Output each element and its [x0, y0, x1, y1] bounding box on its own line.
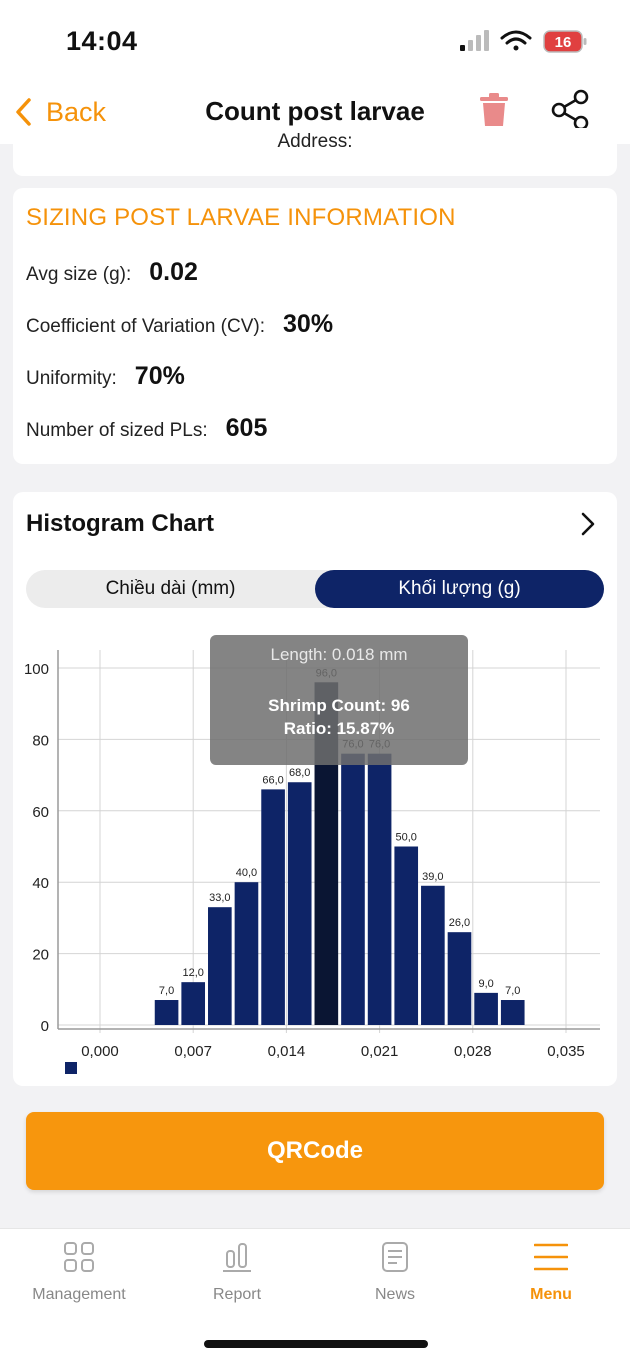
trash-icon[interactable] — [478, 92, 510, 128]
avg-size-row: Avg size (g): 0.02 — [26, 258, 198, 287]
chevron-right-icon[interactable] — [581, 512, 595, 536]
y-tick-label: 40 — [32, 875, 49, 892]
bar-chart-icon — [223, 1243, 251, 1272]
tooltip-length: Length: 0.018 mm — [270, 645, 407, 664]
signal-icon — [460, 30, 489, 51]
bar-data-label: 7,0 — [505, 985, 520, 997]
bar-data-label: 68,0 — [289, 767, 310, 779]
document-icon — [382, 1242, 408, 1272]
uniformity-label: Uniformity: — [26, 368, 117, 389]
tab-news[interactable]: News — [316, 1241, 474, 1304]
tab-menu-label: Menu — [530, 1286, 572, 1303]
histogram-title: Histogram Chart — [26, 510, 215, 537]
sized-pls-row: Number of sized PLs: 605 — [26, 414, 267, 443]
status-icons: 16 — [460, 30, 587, 53]
bar-data-label: 39,0 — [422, 871, 443, 883]
bar-data-label: 9,0 — [478, 978, 493, 990]
x-tick-label: 0,007 — [174, 1043, 212, 1060]
battery-level: 16 — [555, 34, 572, 51]
y-tick-label: 80 — [32, 732, 49, 749]
menu-icon — [533, 1243, 569, 1271]
tab-bar: Management Report News Menu — [0, 1228, 630, 1362]
tooltip-ratio: Ratio: 15.87% — [284, 719, 395, 738]
y-tick-label: 60 — [32, 804, 49, 821]
status-bar: 14:04 16 — [0, 0, 630, 80]
legend-swatch — [65, 1062, 77, 1074]
sized-pls-value: 605 — [225, 414, 268, 442]
histogram-bar[interactable] — [394, 846, 419, 1026]
bar-data-label: 26,0 — [449, 917, 470, 929]
tab-management-label: Management — [32, 1286, 126, 1303]
toggle-length[interactable]: Chiều dài (mm) — [105, 578, 236, 599]
histogram-bar[interactable] — [367, 753, 392, 1025]
uniformity-row: Uniformity: 70% — [26, 362, 185, 391]
x-tick-label: 0,000 — [81, 1043, 119, 1060]
histogram-bar[interactable] — [500, 1000, 525, 1025]
uniformity-value: 70% — [134, 362, 185, 390]
address-card: Address: — [13, 128, 617, 176]
histogram-bar[interactable] — [474, 992, 498, 1025]
home-indicator — [204, 1340, 428, 1348]
histogram-bar[interactable] — [447, 932, 472, 1025]
wifi-icon — [500, 30, 532, 51]
x-tick-label: 0,035 — [547, 1043, 585, 1060]
tooltip-count: Shrimp Count: 96 — [268, 696, 410, 715]
tab-menu[interactable]: Menu — [472, 1241, 630, 1304]
chevron-left-icon — [16, 98, 31, 126]
bar-data-label: 7,0 — [159, 985, 174, 997]
bar-data-label: 50,0 — [396, 832, 417, 844]
back-button[interactable]: Back — [14, 94, 106, 130]
histogram-bar[interactable] — [314, 682, 339, 1025]
tab-news-label: News — [374, 1286, 415, 1303]
histogram-bar[interactable] — [181, 982, 206, 1025]
bar-data-label: 33,0 — [209, 892, 230, 904]
tab-report-label: Report — [212, 1286, 262, 1303]
grid-icon — [64, 1242, 94, 1272]
battery-icon: 16 — [543, 30, 587, 53]
x-tick-label: 0,021 — [361, 1043, 399, 1060]
qrcode-button[interactable]: QRCode — [26, 1112, 604, 1190]
y-tick-label: 20 — [32, 947, 49, 964]
histogram-bar[interactable] — [287, 782, 312, 1025]
x-tick-label: 0,014 — [268, 1043, 306, 1060]
cv-label: Coefficient of Variation (CV): — [26, 316, 266, 337]
bar-data-label: 40,0 — [236, 867, 257, 879]
tooltip: Length: 0.018 mm Shrimp Count: 96 Ratio:… — [210, 635, 468, 765]
histogram-chart[interactable]: 7,012,033,040,066,068,096,076,076,050,03… — [0, 0, 630, 1100]
y-tick-label: 0 — [41, 1018, 49, 1035]
toggle-weight[interactable]: Khối lượng (g) — [315, 570, 604, 608]
sizing-card: SIZING POST LARVAE INFORMATION Avg size … — [13, 188, 617, 464]
histogram-bar[interactable] — [341, 753, 365, 1025]
histogram-bar[interactable] — [421, 885, 445, 1025]
sizing-title: SIZING POST LARVAE INFORMATION — [26, 204, 456, 231]
x-tick-label: 0,028 — [454, 1043, 492, 1060]
histogram-bar[interactable] — [208, 907, 232, 1025]
back-label: Back — [46, 96, 107, 127]
tab-report[interactable]: Report — [158, 1241, 316, 1304]
avg-size-label: Avg size (g): — [26, 264, 132, 285]
cv-value: 30% — [283, 310, 334, 338]
status-time: 14:04 — [66, 26, 138, 56]
histogram-bar[interactable] — [154, 1000, 179, 1025]
cv-row: Coefficient of Variation (CV): 30% — [26, 310, 333, 339]
bar-data-label: 66,0 — [262, 774, 283, 786]
histogram-bar[interactable] — [261, 789, 285, 1025]
avg-size-value: 0.02 — [149, 258, 198, 286]
y-tick-label: 100 — [24, 661, 49, 678]
tab-management[interactable]: Management — [0, 1241, 158, 1304]
page-title: Count post larvae — [205, 96, 425, 126]
histogram-bar[interactable] — [234, 882, 259, 1025]
unit-toggle: Chiều dài (mm) Khối lượng (g) — [26, 570, 604, 608]
share-icon[interactable] — [550, 88, 590, 132]
sized-pls-label: Number of sized PLs: — [26, 420, 208, 441]
address-label: Address: — [277, 131, 353, 152]
bar-data-label: 12,0 — [182, 967, 203, 979]
